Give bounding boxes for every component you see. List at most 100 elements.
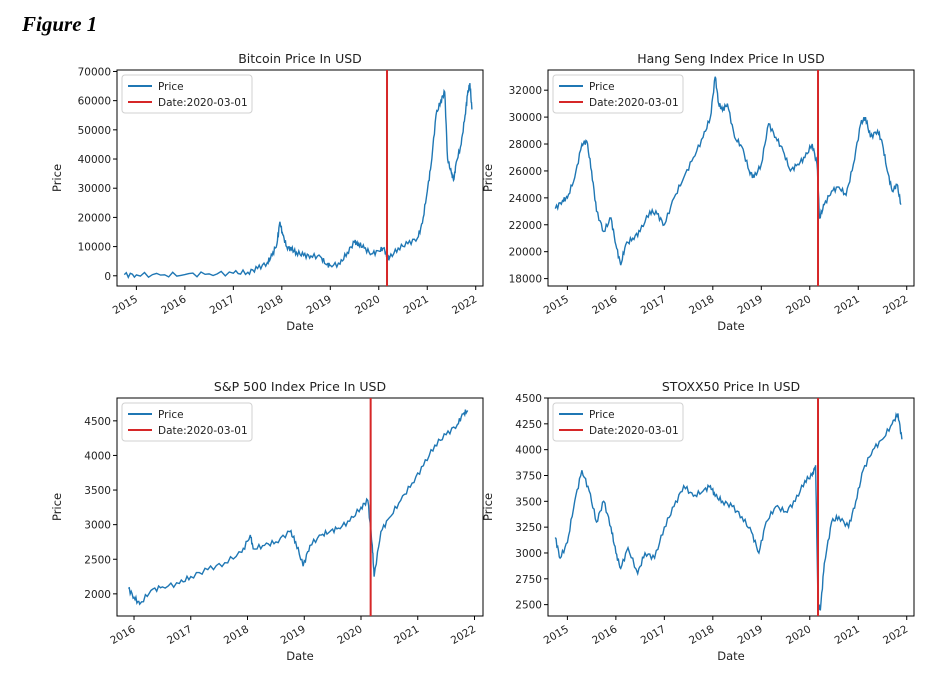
legend-box [121,402,253,442]
x-tick-label: 2015 [542,623,571,647]
x-tick-label: 2017 [639,293,668,317]
chart-panel-2: Hang Seng Index Price In USD 18000 20000 22… [481,51,915,333]
figure-label: Figure 1 [22,12,98,36]
x-tick-label: 2019 [736,623,765,647]
x-tick-label: 2017 [639,623,668,647]
x-tick-label: 2022 [881,623,910,647]
legend: Price Date:2020-03-01 [121,402,253,442]
y-tick-label: 3750 [515,470,542,482]
y-tick-label: 30000 [509,112,542,124]
y-axis-label: Price [50,164,64,192]
legend: Price Date:2020-03-01 [121,74,253,114]
legend-event-label: Date:2020-03-01 [158,97,248,109]
price-series-line [123,83,473,279]
y-tick-label: 3500 [84,485,111,497]
x-tick-label: 2018 [256,293,285,317]
x-tick-label: 2017 [165,623,194,647]
x-tick-label: 2016 [590,623,619,647]
x-tick-label: 2022 [450,293,479,317]
x-tick-label: 2021 [392,623,421,647]
x-tick-label: 2020 [784,623,813,647]
y-tick-label: 32000 [509,85,542,97]
y-tick-label: 22000 [509,220,542,232]
chart-panel-1: Bitcoin Price In USD 0 10000 20000 30000 4000… [50,51,484,333]
chart-title: STOXX50 Price In USD [662,379,800,394]
y-tick-label: 70000 [78,66,111,78]
x-axis-label: Date [717,649,745,663]
x-tick-label: 2016 [590,293,619,317]
legend: Price Date:2020-03-01 [552,74,684,114]
y-tick-label: 60000 [78,96,111,108]
y-tick-label: 4000 [515,445,542,457]
price-series-line [554,76,902,266]
plot-frame [116,397,484,617]
x-tick-label: 2021 [833,293,862,317]
y-tick-label: 20000 [509,247,542,259]
chart-panel-4: STOXX50 Price In USD 2500 2750 3000 3250 3500… [481,379,915,663]
y-tick-label: 18000 [509,274,542,286]
legend-price-label: Price [589,409,615,421]
y-tick-label: 30000 [78,183,111,195]
y-tick-label: 3000 [84,520,111,532]
y-tick-label: 4500 [84,416,111,428]
legend-box [552,402,684,442]
y-tick-label: 4000 [84,450,111,462]
y-tick-label: 26000 [509,166,542,178]
y-axis-label: Price [50,493,64,521]
x-tick-label: 2020 [784,293,813,317]
legend: Price Date:2020-03-01 [552,402,684,442]
x-tick-label: 2019 [736,293,765,317]
y-tick-label: 10000 [78,242,111,254]
x-tick-label: 2016 [108,623,137,647]
y-tick-label: 2750 [515,574,542,586]
x-axis-label: Date [286,319,314,333]
y-axis-label: Price [481,164,495,192]
x-tick-label: 2018 [687,293,716,317]
chart-title: Hang Seng Index Price In USD [637,51,825,66]
y-tick-label: 3250 [515,522,542,534]
x-tick-label: 2015 [111,293,140,317]
x-tick-label: 2021 [402,293,431,317]
y-tick-label: 50000 [78,125,111,137]
y-tick-label: 40000 [78,154,111,166]
legend-event-label: Date:2020-03-01 [589,425,679,437]
x-tick-label: 2017 [208,293,237,317]
x-tick-label: 2019 [305,293,334,317]
x-tick-label: 2020 [353,293,382,317]
x-tick-label: 2018 [222,623,251,647]
x-tick-label: 2022 [449,623,478,647]
y-tick-label: 28000 [509,139,542,151]
y-tick-label: 2500 [515,600,542,612]
legend-event-label: Date:2020-03-01 [589,97,679,109]
x-tick-label: 2022 [881,293,910,317]
legend-price-label: Price [158,409,184,421]
plot-frame [116,69,484,287]
price-series-line [128,409,469,606]
legend-price-label: Price [158,81,184,93]
x-tick-label: 2015 [542,293,571,317]
x-tick-label: 2021 [833,623,862,647]
x-tick-label: 2016 [159,293,188,317]
y-axis-label: Price [481,493,495,521]
price-series-line [554,411,903,611]
legend-box [552,74,684,114]
legend-box [121,74,253,114]
y-tick-label: 4250 [515,419,542,431]
x-tick-label: 2019 [279,623,308,647]
y-tick-label: 3000 [515,548,542,560]
chart-title: S&P 500 Index Price In USD [214,379,386,394]
chart-panel-3: S&P 500 Index Price In USD 2000 2500 3000 35… [50,379,484,663]
y-tick-label: 2500 [84,554,111,566]
plot-frame [547,69,915,287]
plot-frame [547,397,915,617]
y-tick-label: 20000 [78,212,111,224]
x-tick-label: 2018 [687,623,716,647]
chart-title: Bitcoin Price In USD [238,51,362,66]
y-tick-label: 2000 [84,589,111,601]
x-axis-label: Date [717,319,745,333]
y-tick-label: 24000 [509,193,542,205]
y-tick-label: 4500 [515,393,542,405]
x-axis-label: Date [286,649,314,663]
legend-price-label: Price [589,81,615,93]
